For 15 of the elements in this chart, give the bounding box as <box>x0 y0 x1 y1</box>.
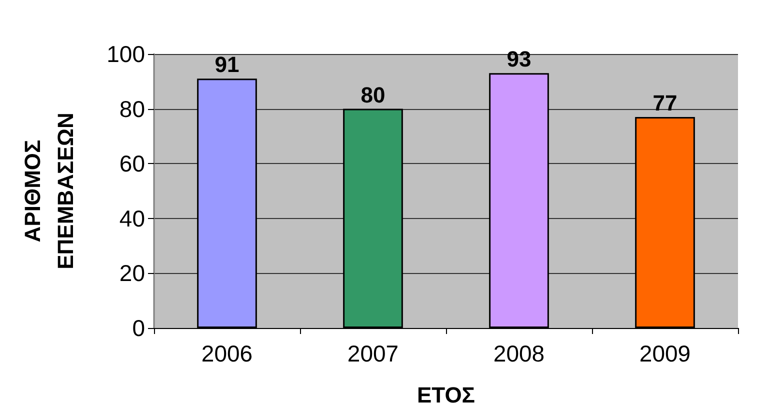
y-tick-label: 60 <box>119 150 145 177</box>
y-tick-label: 40 <box>119 205 145 232</box>
y-tick-label: 0 <box>132 315 145 341</box>
x-tick-label: 2006 <box>201 340 253 366</box>
y-axis-title: ΑΡΙΘΜΟΣ ΕΠΕΜΒΑΣΕΩΝ <box>20 112 78 270</box>
data-label: 91 <box>214 52 240 78</box>
x-axis-title: ΕΤΟΣ <box>416 382 476 408</box>
y-tick-label: 80 <box>119 96 145 122</box>
data-label: 77 <box>652 90 678 116</box>
data-label: 80 <box>360 82 386 108</box>
x-tick-label: 2007 <box>347 340 399 366</box>
y-tick-label: 100 <box>106 41 145 67</box>
x-tick-label: 2009 <box>639 340 691 366</box>
x-tick-label: 2008 <box>493 340 545 366</box>
y-tick-label: 20 <box>119 260 145 286</box>
